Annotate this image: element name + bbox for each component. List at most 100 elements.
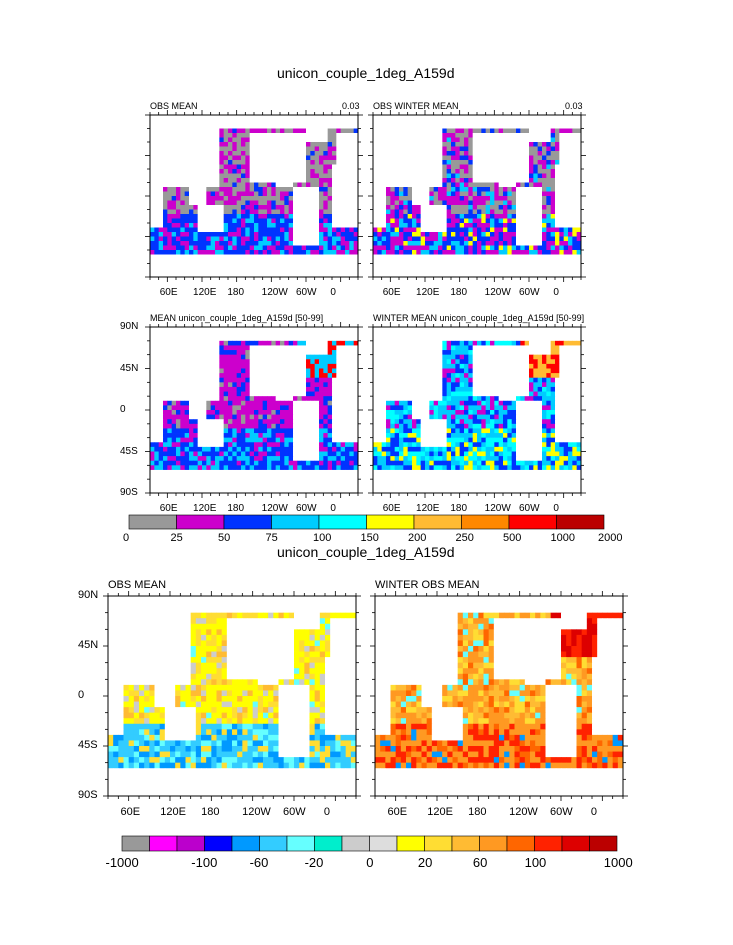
map-cell [533,137,539,143]
map-cell [154,227,160,233]
map-cell [267,146,272,152]
map-cell [507,236,513,242]
map-cell [228,128,233,134]
map-cell [180,268,186,273]
map-cell [494,214,500,219]
map-cell [345,396,350,402]
lat-tick-label: 0 [120,404,126,415]
map-cell [228,115,233,120]
map-cell [537,164,543,170]
map-cell [180,191,186,197]
map-cell [232,410,238,416]
map-cell [490,155,495,161]
map-cell [219,182,225,188]
map-cell [555,254,560,260]
map-cell [258,331,264,337]
map-cell [455,259,461,264]
map-cell [171,182,177,188]
map-cell [193,272,199,278]
map-cell [197,400,203,406]
map-cell [542,223,547,228]
map-cell [180,419,186,425]
map-cell [150,227,155,233]
map-cell [373,205,378,210]
map-cell [377,137,383,143]
map-cell [399,169,404,174]
map-cell [349,345,355,351]
map-cell [442,214,448,219]
map-cell [301,200,307,206]
map-cell [542,209,547,215]
map-cell [537,205,543,210]
map-cell [254,263,259,269]
map-cell [254,437,259,443]
map-cell [559,115,565,120]
map-cell [464,124,469,129]
map-cell [507,200,513,206]
map-cell [262,227,268,233]
map-cell [154,214,160,219]
map-cell [416,214,422,219]
map-cell [429,155,435,161]
map-cell [399,218,404,224]
map-cell [323,410,329,416]
map-cell [254,428,259,434]
lon-tick-label: 0 [553,287,559,298]
map-cell [189,214,194,219]
map-cell [310,133,316,138]
map-cell [206,205,212,210]
map-cell [241,272,246,278]
map-cell [555,214,560,219]
map-cell [429,254,435,260]
map-cell [176,400,181,406]
map-cell [429,191,435,197]
map-cell [249,336,255,342]
map-cell [310,442,316,448]
map-cell [245,173,251,179]
map-cell [193,400,199,406]
map-cell [472,227,478,233]
colorbar-label: 100 [313,532,332,544]
map-cell [327,272,333,278]
map-cell [245,345,251,351]
map-cell [215,173,220,179]
map-cell [327,124,333,129]
map-cell [210,386,216,392]
lon-tick-label: 60W [519,503,540,514]
map-cell [236,196,242,201]
map-cell [154,350,160,356]
map-cell [516,254,521,260]
map-cell [163,354,168,360]
map-cell [249,442,255,448]
map-cell [189,250,194,255]
map-cell [193,340,199,346]
map-cell [485,169,491,174]
map-cell [249,245,255,251]
map-cell [340,259,346,264]
map-cell [310,124,316,129]
map-cell [154,236,160,242]
map-cell [171,115,177,120]
map-cell [327,250,333,255]
map-cell [511,223,517,228]
map-cell [163,173,168,179]
map-cell [150,133,155,138]
map-cell [262,345,268,351]
map-cell [555,128,560,134]
map-cell [490,259,495,264]
map-cell [249,200,255,206]
map-cell [533,151,539,156]
map-cell [407,223,413,228]
map-cell [576,151,582,156]
map-cell [442,254,448,260]
map-cell [163,115,168,120]
map-cell [219,209,225,215]
map-cell [310,182,316,188]
map-cell [332,232,337,237]
map-cell [306,245,311,251]
map-cell [442,227,448,233]
map-cell [297,446,303,452]
map-cell [336,410,342,416]
map-cell [407,227,413,233]
map-cell [511,160,517,165]
